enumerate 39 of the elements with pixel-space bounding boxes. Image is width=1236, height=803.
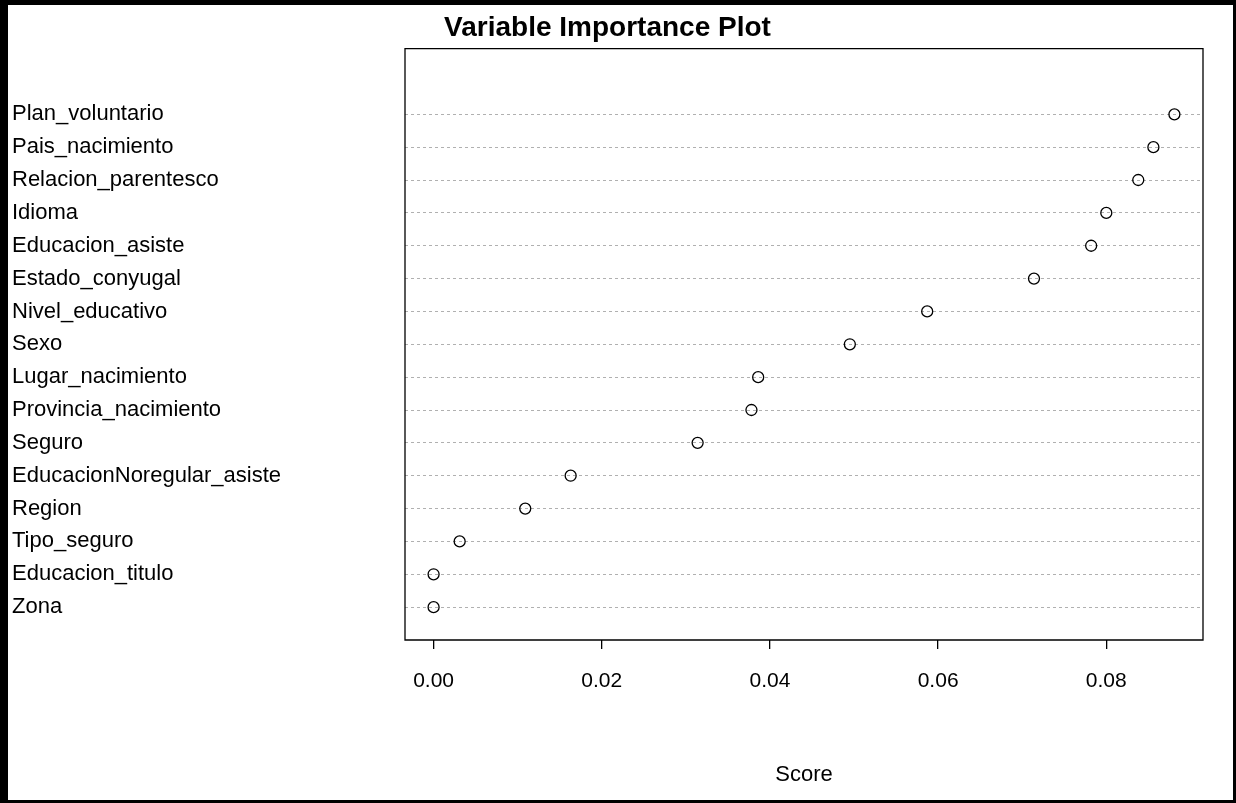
point xyxy=(519,502,532,515)
point xyxy=(1085,239,1098,252)
y-tick-label: Provincia_nacimiento xyxy=(12,396,222,422)
point xyxy=(1168,108,1181,121)
point xyxy=(921,305,934,318)
y-tick-label: Seguro xyxy=(12,428,83,454)
point xyxy=(564,469,577,482)
point xyxy=(745,403,758,417)
y-tick-label: Relacion_parentesco xyxy=(12,166,219,192)
point xyxy=(843,338,856,351)
point xyxy=(691,436,704,450)
x-tick-label: 0.00 xyxy=(413,668,455,692)
y-tick-label: Lugar_nacimiento xyxy=(12,363,187,389)
y-tick-label: Educacion_titulo xyxy=(12,560,174,586)
x-tick-label: 0.08 xyxy=(1085,668,1127,692)
x-tick-label: 0.06 xyxy=(917,668,959,692)
point xyxy=(1027,272,1041,285)
point xyxy=(752,371,765,384)
y-tick-label: Nivel_educativo xyxy=(12,297,168,323)
y-tick-label: Educacion_asiste xyxy=(12,231,185,257)
point xyxy=(453,535,466,548)
point xyxy=(1100,206,1113,220)
chart-title: Variable Importance Plot xyxy=(444,10,771,42)
y-tick-label: EducacionNoregular_asiste xyxy=(12,461,282,487)
y-tick-label: Sexo xyxy=(12,330,63,356)
point xyxy=(427,568,440,581)
x-tick-label: 0.02 xyxy=(581,668,623,692)
y-tick-label: Idioma xyxy=(12,198,79,224)
point xyxy=(1132,173,1145,187)
y-tick-label: Region xyxy=(12,494,82,520)
y-tick-label: Plan_voluntario xyxy=(12,100,164,126)
y-tick-label: Tipo_seguro xyxy=(12,527,134,553)
y-tick-label: Pais_nacimiento xyxy=(12,133,174,159)
point xyxy=(427,600,440,614)
point xyxy=(1147,141,1160,154)
y-tick-label: Zona xyxy=(12,593,63,619)
x-axis-title: Score xyxy=(775,760,833,786)
y-tick-label: Estado_conyugal xyxy=(12,264,181,290)
x-tick-label: 0.04 xyxy=(749,668,791,692)
